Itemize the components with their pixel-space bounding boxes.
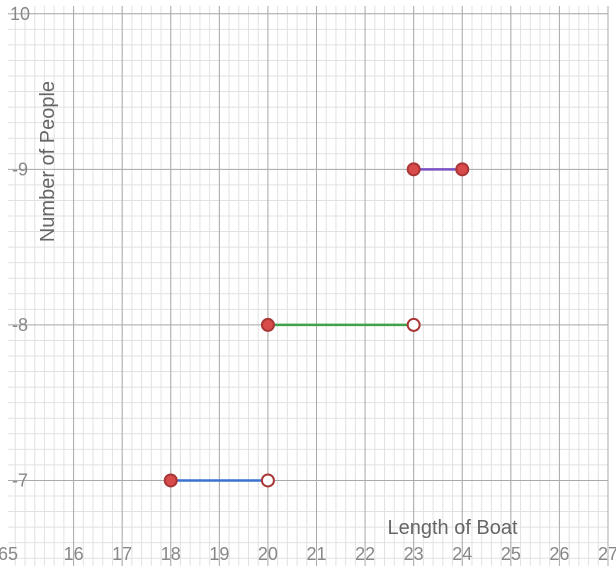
svg-text:21: 21	[306, 544, 326, 564]
svg-text:16: 16	[64, 544, 84, 564]
svg-text:24: 24	[452, 544, 472, 564]
svg-text:10: 10	[10, 4, 30, 24]
y-axis-label: Number of People	[37, 81, 59, 242]
closed-point	[408, 163, 420, 175]
closed-point	[165, 474, 177, 486]
svg-text:18: 18	[161, 544, 181, 564]
chart-svg: 65 16 17 18 19 20 21 22 23 24 25 26 27 -7 -8 -9 10 Length…	[0, 0, 616, 574]
svg-text:23: 23	[404, 544, 424, 564]
svg-text:65: 65	[0, 544, 18, 564]
svg-text:27: 27	[598, 544, 616, 564]
svg-text:25: 25	[501, 544, 521, 564]
step-chart: 65 16 17 18 19 20 21 22 23 24 25 26 27 -7 -8 -9 10 Length…	[0, 0, 616, 574]
svg-text:-8: -8	[12, 315, 28, 335]
open-point	[408, 319, 420, 331]
svg-text:22: 22	[355, 544, 375, 564]
svg-text:-7: -7	[12, 470, 28, 490]
closed-point	[456, 163, 468, 175]
svg-text:-9: -9	[12, 159, 28, 179]
open-point	[262, 474, 274, 486]
svg-text:19: 19	[209, 544, 229, 564]
svg-text:26: 26	[549, 544, 569, 564]
x-axis-label: Length of Boat	[387, 517, 518, 539]
svg-text:20: 20	[258, 544, 278, 564]
svg-text:17: 17	[112, 544, 132, 564]
closed-point	[262, 319, 274, 331]
